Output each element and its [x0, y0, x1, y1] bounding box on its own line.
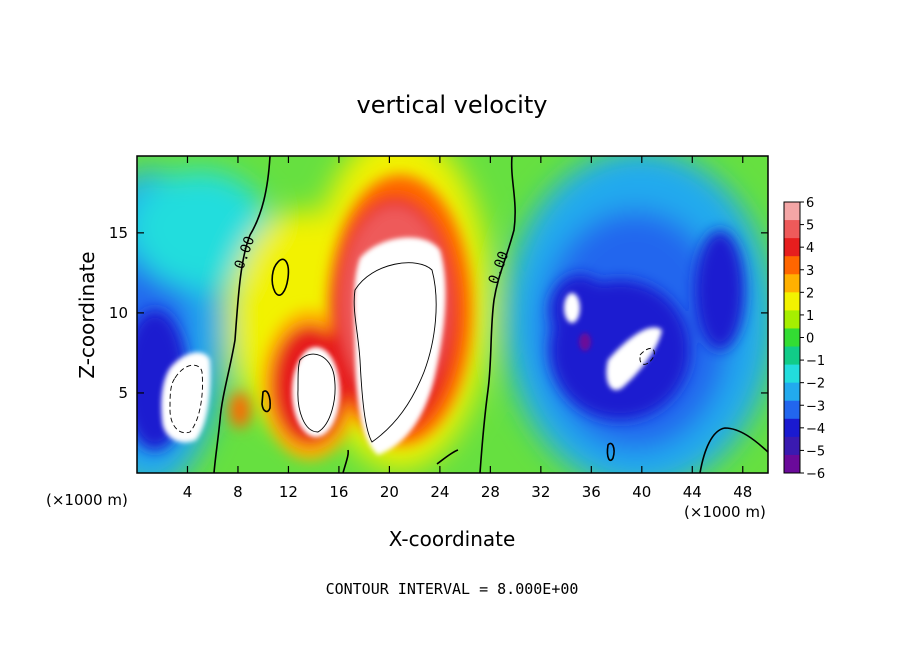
x-tick-label: 36	[582, 483, 601, 501]
colorbar-tick-label: 1	[806, 309, 814, 324]
colorbar-tick-label: −2	[806, 377, 825, 392]
colorbar-tick-label: −3	[806, 399, 825, 414]
x-tick-label: 12	[279, 483, 298, 501]
colorbar-swatch	[784, 346, 800, 366]
colorbar-tick-label: 4	[806, 241, 814, 256]
x-axis-label: X-coordinate	[389, 527, 516, 551]
heatmap-field	[137, 156, 768, 473]
colorbar-swatch	[784, 454, 800, 474]
colorbar-swatch	[784, 364, 800, 384]
colorbar-swatch	[784, 310, 800, 329]
chart-title: vertical velocity	[357, 91, 548, 119]
colorbar-tick-label: −4	[806, 422, 825, 437]
x-tick-label: 8	[233, 483, 243, 501]
x-unit-right: (×1000 m)	[684, 503, 766, 521]
colorbar: 6 5 4 3 2 1 0 −1 −2 −3 −4 −5 −6	[783, 196, 825, 482]
colorbar-tick-label: 3	[806, 264, 814, 279]
y-tick-label: 15	[109, 224, 128, 242]
colorbar-swatch	[784, 202, 800, 221]
x-tick-label: 16	[329, 483, 348, 501]
x-tick-label: 24	[430, 483, 449, 501]
plot-frame	[136, 155, 769, 474]
x-unit-left: (×1000 m)	[46, 491, 128, 509]
x-tick-label: 20	[380, 483, 399, 501]
colorbar-swatch	[784, 220, 800, 239]
colorbar-swatch	[784, 292, 800, 311]
colorbar-swatch	[784, 238, 800, 257]
x-tick-label: 32	[531, 483, 550, 501]
colorbar-tick-label: −1	[806, 354, 825, 369]
x-axis: 4 8 12 16 20 24 28 32 36 40 44 48	[183, 156, 752, 501]
colorbar-tick-label: −5	[806, 444, 825, 459]
colorbar-tick-label: 5	[806, 219, 814, 234]
colorbar-tick-label: 2	[806, 286, 814, 301]
contour-interval-footer: CONTOUR INTERVAL = 8.000E+00	[326, 580, 579, 598]
x-tick-label: 28	[481, 483, 500, 501]
colorbar-tick-label: 0	[806, 332, 814, 347]
y-tick-label: 10	[109, 304, 128, 322]
x-tick-label: 40	[632, 483, 651, 501]
colorbar-swatch	[784, 418, 800, 438]
colorbar-swatch	[784, 328, 800, 348]
x-tick-label: 48	[733, 483, 752, 501]
colorbar-tick-label: 6	[806, 196, 814, 211]
y-axis: 5 10 15	[109, 224, 768, 402]
y-tick-label: 5	[118, 384, 128, 402]
colorbar-swatch	[784, 382, 800, 402]
colorbar-swatch	[784, 436, 800, 456]
colorbar-tick-label: −6	[806, 467, 825, 482]
colorbar-swatch	[784, 400, 800, 420]
x-tick-label: 4	[183, 483, 193, 501]
colorbar-swatch	[784, 256, 800, 275]
x-tick-label: 44	[683, 483, 702, 501]
y-axis-label: Z-coordinate	[75, 251, 99, 378]
colorbar-swatch	[784, 274, 800, 293]
